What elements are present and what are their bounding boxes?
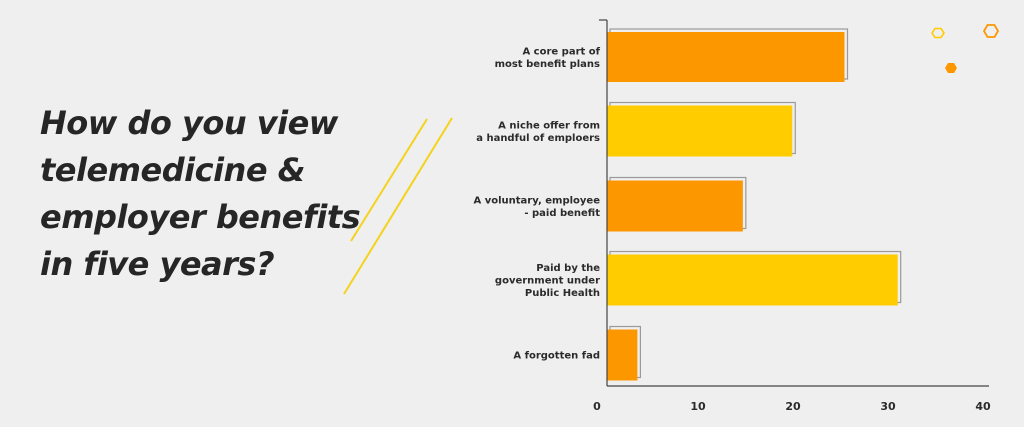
category-label: A forgotten fad [513,351,600,362]
category-label-line: a handful of emploers [476,133,600,144]
category-label-line: A voluntary, employee [474,195,601,206]
x-tick-label: 40 [975,400,991,413]
category-label-line: most benefit plans [495,59,600,70]
category-label-line: A forgotten fad [513,351,600,362]
category-labels: A core part of most benefit plans A niche … [474,46,601,361]
bar-group [607,101,796,157]
decor-line-2 [343,117,453,295]
decor-line-1 [350,118,428,242]
x-tick-label: 10 [690,400,706,413]
x-tick-label: 0 [593,400,601,413]
question-line-1: How do you view [40,104,338,142]
bar-group [607,325,641,381]
bar-group [607,250,902,306]
category-label-line: - paid benefit [524,208,600,219]
x-tick-label: 30 [880,400,896,413]
hexagon-outline-small-icon [931,27,945,39]
bar [607,180,743,232]
category-label-line: Public Health [525,288,600,299]
bar [607,32,845,82]
hexagon-outline-large-icon [982,24,1000,38]
category-label: A voluntary, employee - paid benefit [474,195,601,219]
question-line-2: telemedicine & [40,151,306,189]
bar [607,105,793,157]
category-label-line: A niche offer from [498,120,600,131]
bar-group [607,176,747,232]
category-label: A core part of most benefit plans [495,46,601,70]
category-label: A niche offer from a handful of emploers [476,120,600,144]
bar [607,254,898,306]
question-line-4: in five years? [40,245,275,283]
axis: 0 10 20 30 40 [593,19,991,413]
hexagon-filled-icon [945,63,957,73]
chart-question-title: How do you view telemedicine & employer … [40,100,361,288]
x-tick-label: 20 [785,400,801,413]
category-label-line: government under [495,276,600,287]
question-line-3: employer benefits [40,198,361,236]
bars-layer [607,28,902,381]
category-label-line: A core part of [522,46,600,57]
bar-group [607,28,849,82]
bar [607,329,638,381]
category-label-line: Paid by the [536,263,600,274]
category-label: Paid by the government under Public Health [495,263,600,299]
